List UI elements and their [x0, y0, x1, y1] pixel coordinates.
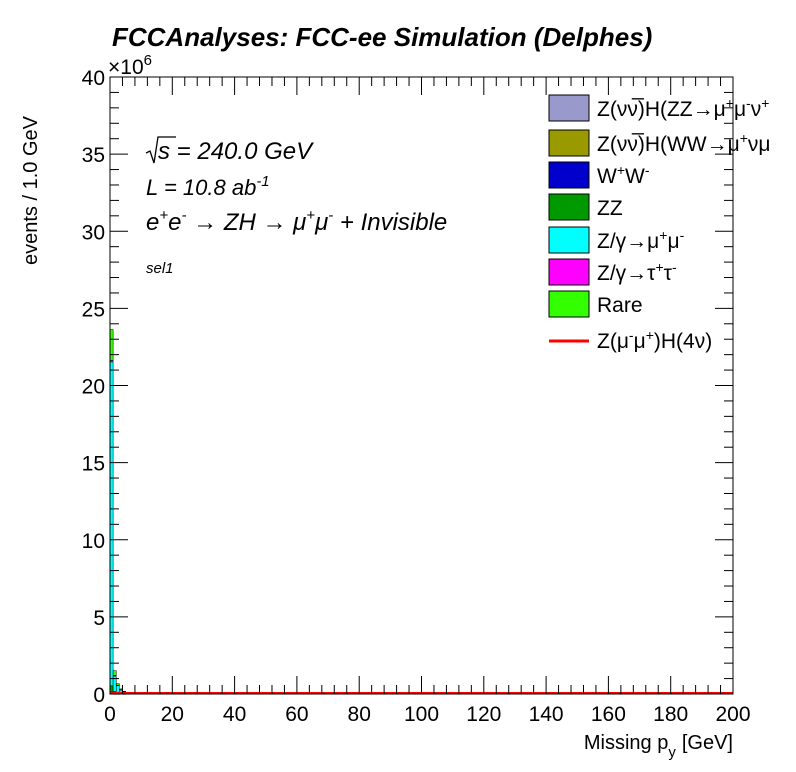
legend-entry-ww: W+W-	[548, 161, 650, 189]
luminosity-label: L = 10.8 ab-1	[146, 173, 270, 200]
legend-swatch	[548, 258, 590, 286]
x-axis-label: Missing py [GeV]	[584, 732, 733, 761]
legend-entry-zh-ww: Z(νν̅)H(WW→μ+νμ	[548, 129, 771, 157]
y-axis-label: events / 1.0 GeV	[20, 115, 42, 265]
y-axis: 0 5 10 15 20 25 30 35 40	[82, 67, 733, 707]
legend-swatch	[548, 226, 590, 254]
x-tick-label: 180	[653, 703, 688, 726]
legend-entry-rare: Rare	[548, 290, 643, 318]
legend-entry-signal: Z(μ-μ+)H(4ν)	[549, 327, 712, 353]
x-tick-label: 140	[529, 703, 564, 726]
legend-entry-zz: ZZ	[548, 193, 623, 221]
y-tick-label: 40	[82, 67, 105, 90]
sqrt-s-label: s = 240.0 GeV	[158, 138, 314, 165]
legend-swatch	[548, 290, 590, 318]
svg-text:Z/γ→μ+μ-: Z/γ→μ+μ-	[597, 227, 685, 253]
x-axis: 0 20 40 60 80 100 120 140 160 180 200	[104, 77, 751, 726]
x-tick-label: 100	[404, 703, 439, 726]
sqrt-symbol	[145, 136, 176, 164]
x-tick-label: 60	[285, 703, 308, 726]
chart-title: FCCAnalyses: FCC-ee Simulation (Delphes)	[112, 22, 652, 52]
legend-entry-zmumu: Z/γ→μ+μ-	[548, 226, 685, 254]
svg-text:Rare: Rare	[597, 294, 643, 317]
y-tick-label: 5	[93, 607, 105, 630]
y-tick-label: 10	[82, 530, 105, 553]
legend-swatch	[548, 129, 590, 157]
svg-text:W+W-: W+W-	[597, 162, 650, 188]
x-tick-label: 200	[715, 703, 750, 726]
x-tick-label: 120	[466, 703, 501, 726]
y-tick-label: 20	[82, 376, 105, 399]
x-tick-label: 40	[223, 703, 246, 726]
y-exponent-label: ×106	[108, 52, 152, 79]
x-tick-label: 20	[161, 703, 184, 726]
legend-swatch	[548, 193, 590, 221]
legend: Z(νν̅)H(ZZ→μ+μ-ν+ Z(νν̅)H(WW→μ+νμ W+W- Z…	[548, 94, 771, 353]
histogram-stack	[109, 329, 142, 695]
svg-text:Z(νν̅)H(WW→μ+νμ: Z(νν̅)H(WW→μ+νμ	[597, 130, 771, 156]
y-tick-label: 25	[82, 298, 105, 321]
selection-label: sel1	[146, 260, 174, 277]
svg-text:Z/γ→τ+τ-: Z/γ→τ+τ-	[597, 259, 677, 285]
y-tick-label: 35	[82, 144, 105, 167]
legend-entry-ztautau: Z/γ→τ+τ-	[548, 258, 677, 286]
legend-swatch	[548, 161, 590, 189]
bar-series-6-bin-1	[112, 670, 117, 676]
svg-text:ZZ: ZZ	[597, 197, 623, 220]
legend-entry-zh-zz: Z(νν̅)H(ZZ→μ+μ-ν+	[548, 94, 769, 122]
bar-series-6-bin-2	[115, 683, 120, 686]
svg-text:Z(νν̅)H(ZZ→μ+μ-ν+: Z(νν̅)H(ZZ→μ+μ-ν+	[597, 95, 769, 121]
y-tick-label: 15	[82, 453, 105, 476]
y-tick-label: 0	[93, 684, 105, 707]
x-tick-label: 80	[348, 703, 371, 726]
x-tick-label: 160	[591, 703, 626, 726]
annotations: s = 240.0 GeV L = 10.8 ab-1 e+e- → ZH → …	[145, 136, 447, 277]
process-label: e+e- → ZH → μ+μ- + Invisible	[146, 207, 447, 236]
svg-text:Z(μ-μ+)H(4ν): Z(μ-μ+)H(4ν)	[597, 327, 712, 353]
legend-swatch	[548, 94, 590, 122]
y-tick-label: 30	[82, 221, 105, 244]
x-tick-label: 0	[104, 703, 116, 726]
